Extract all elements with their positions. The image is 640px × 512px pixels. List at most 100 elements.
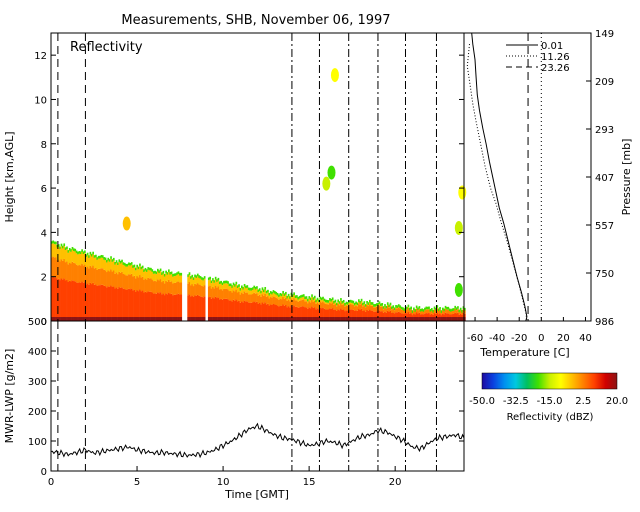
reflectivity-cell <box>144 278 147 292</box>
reflectivity-cell <box>97 317 100 321</box>
reflectivity-cell <box>461 312 463 315</box>
reflectivity-cell <box>289 298 291 302</box>
reflectivity-cell <box>417 310 419 314</box>
reflectivity-cell <box>212 278 214 281</box>
reflectivity-cell <box>114 264 117 274</box>
reflectivity-cell <box>155 317 158 321</box>
reflectivity-cell <box>397 307 400 312</box>
reflectivity-cell <box>261 317 264 321</box>
reflectivity-cell <box>395 305 397 308</box>
reflectivity-cell <box>55 241 57 245</box>
reflectivity-cell <box>356 306 359 311</box>
reflectivity-cell <box>151 317 154 321</box>
reflectivity-cell <box>111 317 114 321</box>
reflectivity-cell <box>96 317 99 321</box>
reflectivity-cell <box>265 293 268 297</box>
cloud-patch <box>122 216 131 231</box>
reflectivity-cell <box>68 248 71 251</box>
reflectivity-cell <box>450 314 452 318</box>
reflectivity-cell <box>340 308 342 318</box>
reflectivity-cell <box>243 317 246 321</box>
reflectivity-cell <box>246 285 249 288</box>
reflectivity-cell <box>114 317 117 321</box>
reflectivity-cell <box>130 264 133 274</box>
temperature-x-ticks: -60 -40 -20 0 20 40 <box>467 317 592 344</box>
reflectivity-cell <box>320 317 323 321</box>
reflectivity-cell <box>123 289 126 318</box>
reflectivity-cell <box>342 317 345 321</box>
reflectivity-cell <box>96 259 99 270</box>
reflectivity-cell <box>130 273 133 289</box>
reflectivity-cell <box>114 261 117 265</box>
reflectivity-cell <box>279 305 282 318</box>
reflectivity-cell <box>234 286 236 292</box>
reflectivity-cell <box>370 302 373 305</box>
reflectivity-cell <box>441 310 444 314</box>
reflectivity-cell <box>249 302 251 318</box>
reflectivity-cell <box>70 251 72 264</box>
reflectivity-cell <box>388 311 390 318</box>
reflectivity-cell <box>239 294 242 303</box>
reflectivity-cell <box>209 296 211 318</box>
reflectivity-cell <box>285 294 287 298</box>
reflectivity-cell <box>380 317 382 321</box>
reflectivity-cell <box>122 288 125 318</box>
reflectivity-cell <box>89 282 92 318</box>
reflectivity-cell <box>245 285 247 289</box>
reflectivity-cell <box>429 317 432 321</box>
reflectivity-cell <box>338 317 341 321</box>
reflectivity-cell <box>382 312 385 318</box>
reflectivity-cell <box>369 302 371 305</box>
reflectivity-cell <box>286 317 289 321</box>
reflectivity-cell <box>112 270 115 287</box>
reflectivity-cell <box>367 302 370 305</box>
reflectivity-cell <box>224 298 227 318</box>
reflectivity-cell <box>140 277 143 292</box>
reflectivity-cell <box>172 283 174 296</box>
reflectivity-cell <box>426 313 429 318</box>
reflectivity-cell <box>90 253 93 257</box>
reflectivity-cell <box>136 267 139 277</box>
reflectivity-cell <box>380 303 382 307</box>
reflectivity-cell <box>199 296 202 318</box>
reflectivity-cell <box>180 272 183 276</box>
reflectivity-cell <box>458 317 461 321</box>
reflectivity-cell <box>221 285 224 291</box>
reflectivity-cell <box>179 272 181 276</box>
reflectivity-cell <box>407 312 410 318</box>
reflectivity-cell <box>263 292 265 296</box>
reflectivity-cell <box>125 275 128 290</box>
reflectivity-cell <box>362 305 364 307</box>
reflectivity-cell <box>316 317 319 321</box>
reflectivity-cell <box>435 313 437 318</box>
reflectivity-cell <box>436 312 439 318</box>
reflectivity-cell <box>437 308 440 312</box>
reflectivity-cell <box>271 291 273 295</box>
reflectivity-cell <box>100 317 103 321</box>
reflectivity-cell <box>337 309 340 318</box>
reflectivity-cell <box>162 317 165 321</box>
reflectivity-cell <box>364 306 367 308</box>
reflectivity-cell <box>81 317 83 321</box>
colorbar-ticks: -50.0 -32.5 -15.0 2.5 20.0 <box>469 396 628 407</box>
reflectivity-cell <box>134 317 137 321</box>
reflectivity-cell <box>271 294 273 298</box>
reflectivity-cell <box>451 314 454 318</box>
reflectivity-cell <box>218 299 221 318</box>
reflectivity-cell <box>366 301 368 304</box>
temperature-line <box>466 44 528 322</box>
reflectivity-cell <box>82 254 85 266</box>
reflectivity-cell <box>439 307 441 310</box>
reflectivity-cell <box>261 290 264 295</box>
reflectivity-cell <box>177 281 180 294</box>
reflectivity-cell <box>319 307 322 318</box>
reflectivity-cell <box>265 296 268 305</box>
reflectivity-cell <box>203 296 206 318</box>
reflectivity-cell <box>443 308 446 312</box>
reflectivity-cell <box>133 289 136 318</box>
reflectivity-cell <box>139 266 141 276</box>
reflectivity-cell <box>322 296 324 300</box>
reflectivity-cell <box>161 272 163 275</box>
reflectivity-cell <box>250 302 253 318</box>
reflectivity-cell <box>136 276 139 291</box>
